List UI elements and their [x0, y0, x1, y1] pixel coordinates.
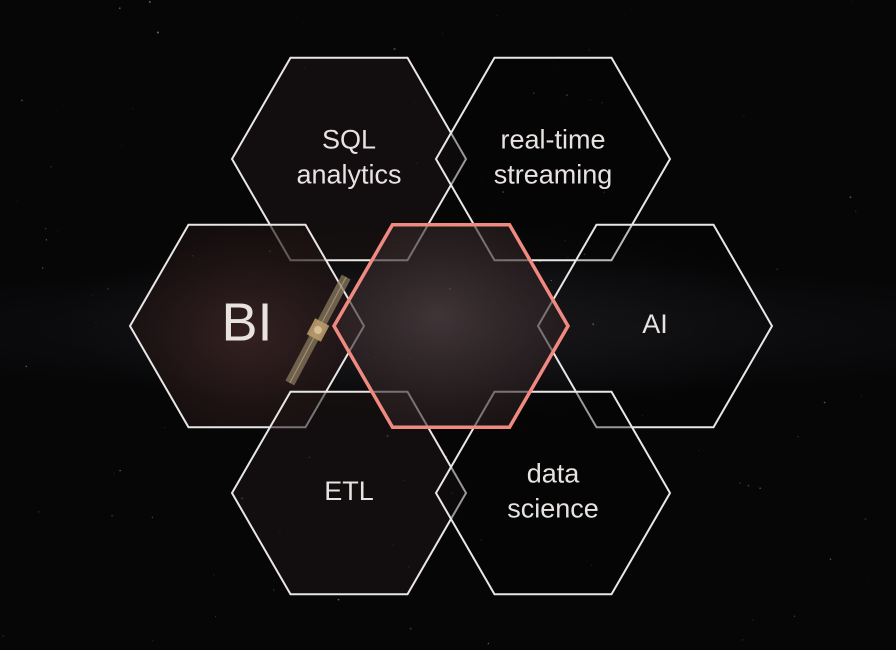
hex-label-real-time-streaming-line-2: streaming: [494, 160, 613, 190]
hex-cell-sql-analytics: SQL analytics: [230, 56, 468, 262]
hex-cell-data-science: data science: [434, 390, 672, 596]
hex-cell-center: [331, 222, 571, 430]
hex-outline-center: [331, 222, 571, 430]
hex-label-data-science-line-1: data: [527, 459, 581, 489]
hex-outline-real-time-streaming: [434, 56, 672, 262]
satellite-icon: [285, 274, 351, 386]
hex-label-ai-line-1: AI: [642, 309, 668, 339]
hexagon-cells: SQL analytics real-time streaming BI AI ETL dat…: [128, 56, 774, 596]
hex-label-sql-analytics-line-1: SQL: [322, 125, 376, 155]
hex-cell-real-time-streaming: real-time streaming: [434, 56, 672, 262]
hex-label-real-time-streaming-line-1: real-time: [500, 125, 605, 155]
hex-cell-ai: AI: [536, 223, 774, 429]
hex-label-sql-analytics-line-2: analytics: [296, 160, 401, 190]
hex-cell-bi: BI: [128, 223, 366, 429]
hex-label-etl-line-1: ETL: [324, 476, 374, 506]
hex-outline-data-science: [434, 390, 672, 596]
hex-label-data-science-line-2: science: [507, 494, 599, 524]
hex-label-bi-line-1: BI: [221, 292, 272, 352]
